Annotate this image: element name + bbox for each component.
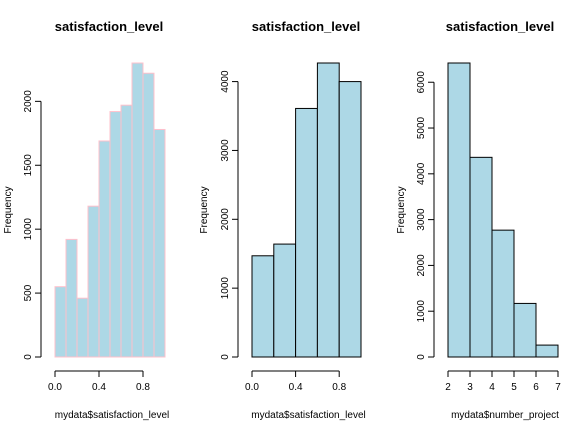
y-tick-label: 0 bbox=[220, 354, 231, 360]
histogram-bar bbox=[99, 141, 110, 357]
histogram-bar bbox=[55, 287, 66, 357]
histogram-bar bbox=[77, 298, 88, 357]
histogram-bar bbox=[274, 244, 296, 357]
y-tick-label: 0 bbox=[23, 354, 34, 360]
x-axis-label: mydata$satisfaction_level bbox=[55, 410, 170, 421]
x-tick-label: 6 bbox=[533, 382, 539, 393]
x-tick-label: 0.8 bbox=[136, 382, 150, 393]
x-tick-label: 5 bbox=[511, 382, 517, 393]
histogram-bar bbox=[536, 345, 558, 357]
x-axis-label: mydata$number_project bbox=[451, 410, 559, 421]
y-tick-label: 5000 bbox=[416, 116, 427, 139]
x-tick-label: 0.8 bbox=[332, 382, 346, 393]
y-tick-label: 4000 bbox=[220, 70, 231, 93]
x-tick-label: 0.0 bbox=[48, 382, 62, 393]
y-tick-label: 4000 bbox=[416, 162, 427, 185]
y-axis-label: Frequency bbox=[3, 186, 14, 233]
x-tick-label: 7 bbox=[555, 382, 561, 393]
x-tick-label: 0.4 bbox=[289, 382, 303, 393]
x-tick-label: 2 bbox=[445, 382, 451, 393]
x-tick-label: 3 bbox=[467, 382, 473, 393]
y-tick-label: 1000 bbox=[23, 218, 34, 241]
y-tick-label: 6000 bbox=[416, 71, 427, 94]
histogram-bar bbox=[514, 303, 536, 357]
histogram-bar bbox=[296, 108, 318, 357]
histogram-bar bbox=[110, 112, 121, 357]
histogram-bar bbox=[470, 157, 492, 357]
y-tick-label: 500 bbox=[23, 284, 34, 301]
histogram-bar bbox=[88, 206, 99, 357]
chart-title: satisfaction_level bbox=[446, 19, 554, 34]
histogram-bar bbox=[143, 73, 154, 357]
histogram-bar bbox=[121, 105, 132, 357]
histogram-bar bbox=[132, 63, 143, 357]
y-tick-label: 3000 bbox=[220, 139, 231, 162]
x-tick-label: 0.0 bbox=[245, 382, 259, 393]
y-tick-label: 1000 bbox=[416, 300, 427, 323]
y-tick-label: 2000 bbox=[416, 254, 427, 277]
x-axis-label: mydata$satisfaction_level bbox=[251, 410, 366, 421]
histogram-bar bbox=[66, 239, 77, 357]
y-tick-label: 1500 bbox=[23, 154, 34, 177]
chart-title: satisfaction_level bbox=[252, 19, 360, 34]
y-tick-label: 3000 bbox=[416, 208, 427, 231]
chart-title: satisfaction_level bbox=[55, 19, 163, 34]
histogram-bar bbox=[339, 82, 361, 357]
histogram-bar bbox=[492, 230, 514, 357]
y-tick-label: 1000 bbox=[220, 277, 231, 300]
y-tick-label: 2000 bbox=[220, 208, 231, 231]
histogram-bar bbox=[448, 63, 470, 357]
x-tick-label: 0.4 bbox=[92, 382, 106, 393]
histogram-bar bbox=[317, 63, 339, 357]
y-tick-label: 2000 bbox=[23, 90, 34, 113]
histogram-bar bbox=[252, 256, 274, 357]
y-tick-label: 0 bbox=[416, 354, 427, 360]
y-axis-label: Frequency bbox=[396, 186, 407, 233]
histogram-bar bbox=[154, 129, 165, 357]
y-axis-label: Frequency bbox=[199, 186, 210, 233]
x-tick-label: 4 bbox=[489, 382, 495, 393]
